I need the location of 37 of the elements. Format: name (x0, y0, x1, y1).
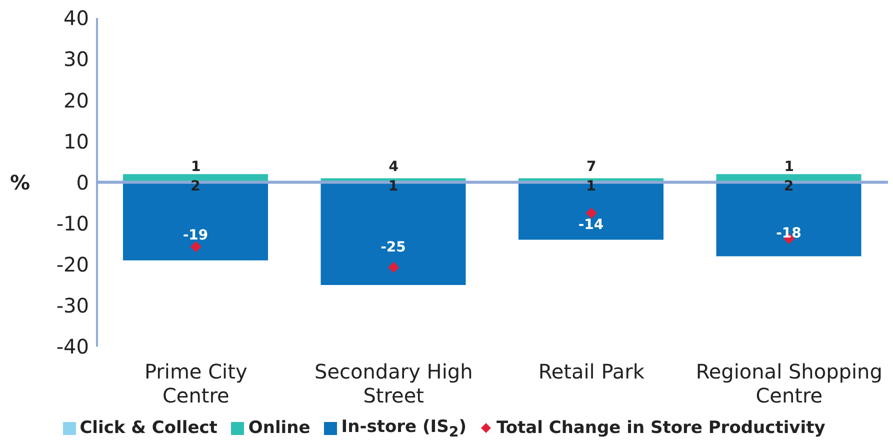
y-tick-label: 0 (76, 170, 89, 194)
y-tick-label: 20 (64, 88, 89, 112)
point (190, 241, 202, 252)
y-tick-label: -30 (56, 294, 89, 318)
data-label: 2 (190, 178, 200, 194)
bar (320, 182, 466, 285)
annotation: 4 (388, 158, 399, 175)
data-label: 2 (784, 178, 794, 194)
y-tick-label: 10 (64, 129, 89, 154)
annotation: 7 (586, 158, 596, 175)
data-label: -18 (776, 225, 802, 242)
data-label: 1 (388, 178, 398, 194)
annotation: 1 (191, 158, 201, 175)
y-tick-label: -20 (56, 252, 89, 277)
legend-label: Online (248, 418, 310, 438)
legend-label: Click & Collect (80, 418, 218, 438)
annotation: 1 (784, 158, 794, 175)
bar (518, 182, 664, 240)
x-tick-label: Secondary High Street (314, 360, 473, 408)
legend-label: In-store (IS$_{2}$) (341, 416, 466, 440)
x-tick-label: Retail Park (538, 360, 645, 384)
y-tick-label: -40 (56, 334, 89, 359)
x-tick-label: Prime City Centre (144, 360, 248, 408)
bar (716, 182, 862, 256)
legend-label: Total Change in Store Productivity (496, 418, 826, 438)
bar (123, 182, 268, 260)
data-label: -14 (578, 217, 604, 234)
y-tick-label: 40 (64, 6, 89, 30)
y-axis-title: % (10, 170, 30, 194)
y-tick-label: -10 (56, 211, 89, 236)
point (388, 262, 400, 273)
point (586, 208, 597, 219)
data-label: 1 (586, 178, 596, 194)
data-label: -19 (182, 227, 208, 244)
x-tick-label: Regional Shopping Centre (696, 360, 882, 408)
y-tick-label: 30 (64, 47, 89, 72)
data-label: -25 (380, 240, 406, 256)
